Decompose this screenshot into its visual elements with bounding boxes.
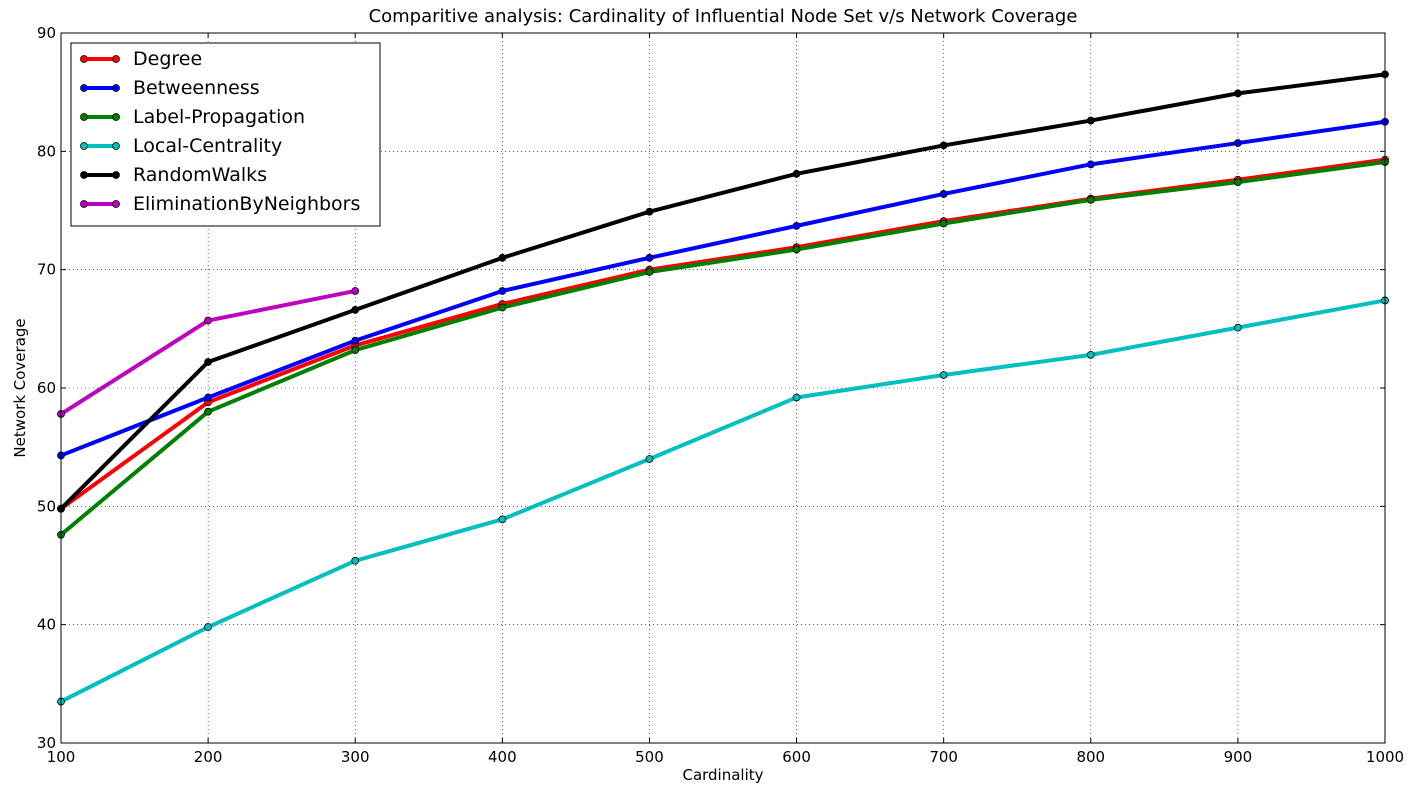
x-tick-label: 600 <box>782 748 811 766</box>
data-point-local-centrality <box>1086 350 1095 359</box>
data-point-local-centrality <box>351 556 360 565</box>
y-axis-label: Network Coverage <box>11 318 29 457</box>
data-point-label-propagation <box>792 245 801 254</box>
legend-marker <box>112 200 120 208</box>
data-point-randomwalks <box>351 305 360 314</box>
y-tick-label: 40 <box>37 616 56 634</box>
data-point-betweenness <box>1233 139 1242 147</box>
data-point-randomwalks <box>204 358 213 366</box>
legend: Degree Betweenness Label-Propagation Local-… <box>70 42 381 227</box>
data-point-randomwalks <box>792 169 801 178</box>
data-point-local-centrality <box>645 455 654 463</box>
data-point-betweenness <box>204 393 213 402</box>
data-point-local-centrality <box>204 623 213 631</box>
legend-marker <box>80 171 88 179</box>
legend-marker <box>80 142 88 150</box>
legend-marker <box>112 171 120 179</box>
data-point-label-propagation <box>1233 178 1242 187</box>
legend-marker <box>80 200 88 208</box>
series-randomwalks <box>57 70 1389 513</box>
data-point-randomwalks <box>939 141 948 150</box>
legend-label: Label-Propagation <box>133 106 305 128</box>
x-tick-label: 200 <box>194 748 223 766</box>
legend-marker <box>112 142 120 150</box>
legend-label: RandomWalks <box>133 164 267 186</box>
data-point-label-propagation <box>351 346 360 355</box>
legend-label: Betweenness <box>133 77 260 99</box>
legend-label: EliminationByNeighbors <box>133 193 360 215</box>
y-tick-label: 60 <box>37 379 56 397</box>
x-tick-label: 100 <box>47 748 76 766</box>
x-tick-label: 400 <box>488 748 517 766</box>
data-point-local-centrality <box>939 371 948 379</box>
data-point-eliminationbyneighbors <box>204 316 213 325</box>
series-local-centrality <box>57 296 1389 706</box>
legend-box <box>70 42 381 227</box>
data-point-betweenness <box>792 221 801 230</box>
x-tick-label: 800 <box>1076 748 1105 766</box>
legend-marker <box>80 55 88 63</box>
y-tick-label: 80 <box>37 142 56 160</box>
y-tick-label: 30 <box>37 734 56 752</box>
x-tick-label: 900 <box>1224 748 1253 766</box>
legend-label: Local-Centrality <box>133 135 282 157</box>
series-betweenness <box>57 117 1389 460</box>
data-point-label-propagation <box>1086 195 1095 204</box>
y-tick-label: 90 <box>37 24 56 42</box>
series-line-local-centrality <box>60 298 1386 704</box>
data-point-local-centrality <box>498 515 507 524</box>
x-tick-label: 500 <box>635 748 664 766</box>
y-tick-label: 50 <box>37 497 56 515</box>
data-point-label-propagation <box>645 268 654 276</box>
series-line-label-propagation <box>59 160 1386 537</box>
data-point-local-centrality <box>1233 323 1242 332</box>
data-point-betweenness <box>939 190 948 198</box>
data-point-betweenness <box>351 336 360 345</box>
data-point-randomwalks <box>1086 116 1095 125</box>
axis-ticks: 100 200 300 400 500 600 700 800 900 1000 30 40 50 60 7… <box>37 24 1404 766</box>
x-tick-label: 700 <box>929 748 958 766</box>
legend-marker <box>112 55 120 63</box>
y-tick-label: 70 <box>37 261 56 279</box>
data-point-label-propagation <box>498 303 507 312</box>
x-tick-label: 1000 <box>1366 748 1404 766</box>
series-line-randomwalks <box>59 72 1386 511</box>
data-point-betweenness <box>1086 160 1095 169</box>
data-point-label-propagation <box>939 219 948 228</box>
data-point-local-centrality <box>792 393 801 402</box>
legend-marker <box>112 113 120 121</box>
data-point-betweenness <box>645 253 654 262</box>
data-point-label-propagation <box>204 407 213 416</box>
series-line-betweenness <box>60 119 1386 458</box>
legend-label: Degree <box>133 48 202 70</box>
legend-marker <box>112 84 120 92</box>
data-point-randomwalks <box>498 253 507 262</box>
data-point-betweenness <box>498 287 507 295</box>
legend-marker <box>80 113 88 121</box>
x-tick-label: 300 <box>341 748 370 766</box>
chart-title: Comparitive analysis: Cardinality of Inf… <box>369 6 1078 27</box>
data-point-eliminationbyneighbors <box>351 287 360 295</box>
data-point-randomwalks <box>645 207 654 216</box>
series-group <box>57 70 1389 706</box>
legend-marker <box>80 84 88 92</box>
x-axis-label: Cardinality <box>682 766 763 784</box>
data-point-randomwalks <box>1233 89 1242 98</box>
